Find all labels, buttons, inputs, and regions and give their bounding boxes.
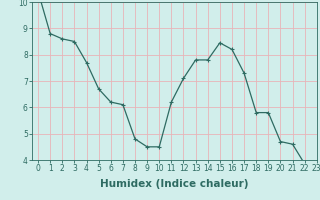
X-axis label: Humidex (Indice chaleur): Humidex (Indice chaleur) (100, 179, 249, 189)
